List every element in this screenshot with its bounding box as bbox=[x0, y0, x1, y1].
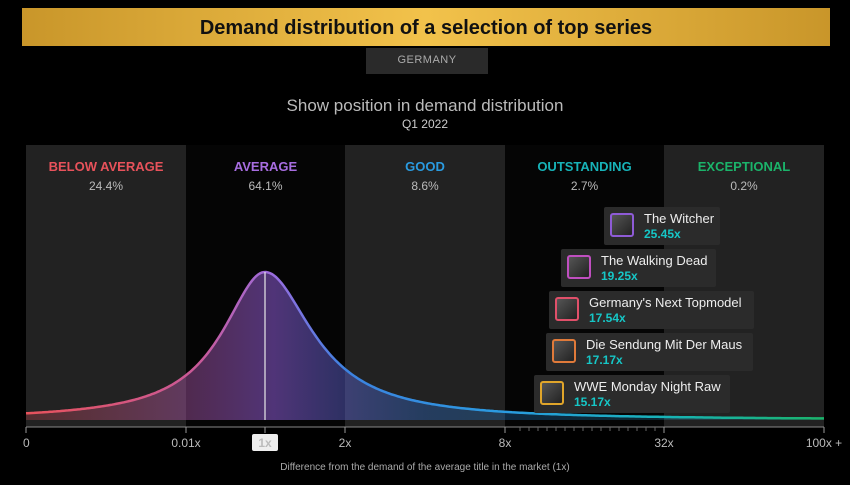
series-name: The Witcher bbox=[644, 211, 715, 226]
series-thumbnail bbox=[555, 297, 579, 321]
series-value: 25.45x bbox=[644, 227, 681, 241]
series-value: 17.54x bbox=[589, 311, 626, 325]
category-name: OUTSTANDING bbox=[537, 159, 631, 174]
x-tick-label: 0 bbox=[23, 436, 30, 450]
series-thumbnail bbox=[540, 381, 564, 405]
category-name: BELOW AVERAGE bbox=[49, 159, 164, 174]
x-tick-label: 100x + bbox=[806, 436, 842, 450]
country-selector[interactable]: GERMANY bbox=[366, 48, 488, 74]
series-name: WWE Monday Night Raw bbox=[574, 379, 721, 394]
category-percent: 2.7% bbox=[571, 179, 599, 193]
series-name: The Walking Dead bbox=[601, 253, 708, 268]
series-value: 19.25x bbox=[601, 269, 638, 283]
category-percent: 24.4% bbox=[89, 179, 123, 193]
page-title: Demand distribution of a selection of to… bbox=[199, 17, 653, 39]
chart-title: Show position in demand distribution bbox=[286, 96, 564, 115]
x-axis-label: Difference from the demand of the averag… bbox=[280, 462, 570, 473]
title-banner: Demand distribution of a selection of to… bbox=[22, 8, 830, 46]
series-card[interactable]: WWE Monday Night Raw 15.17x bbox=[534, 375, 730, 413]
band-2 bbox=[345, 145, 505, 427]
series-card[interactable]: The Walking Dead 19.25x bbox=[561, 249, 716, 287]
series-value: 15.17x bbox=[574, 395, 611, 409]
series-thumbnail bbox=[610, 213, 634, 237]
category-percent: 8.6% bbox=[411, 179, 439, 193]
distribution-curve bbox=[25, 270, 824, 420]
band-0 bbox=[26, 145, 186, 427]
x-tick-label: 32x bbox=[654, 436, 673, 450]
highlight-tick-box bbox=[252, 434, 278, 451]
series-value: 17.17x bbox=[586, 353, 623, 367]
distribution-area bbox=[26, 272, 824, 420]
category-percent: 0.2% bbox=[730, 179, 758, 193]
category-name: AVERAGE bbox=[234, 159, 298, 174]
x-tick-label: 1x bbox=[258, 436, 272, 450]
series-card[interactable]: The Witcher 25.45x bbox=[604, 207, 720, 245]
series-card[interactable]: Die Sendung Mit Der Maus 17.17x bbox=[546, 333, 753, 371]
x-tick-label: 2x bbox=[339, 436, 352, 450]
series-name: Germany's Next Topmodel bbox=[589, 295, 742, 310]
chart-subtitle: Q1 2022 bbox=[401, 117, 449, 131]
x-tick-label: 0.01x bbox=[171, 436, 200, 450]
series-thumbnail bbox=[567, 255, 591, 279]
category-percent: 64.1% bbox=[248, 179, 282, 193]
series-name: Die Sendung Mit Der Maus bbox=[586, 337, 743, 352]
category-name: GOOD bbox=[405, 159, 445, 174]
series-thumbnail bbox=[552, 339, 576, 363]
x-tick-label: 8x bbox=[499, 436, 512, 450]
series-card[interactable]: Germany's Next Topmodel 17.54x bbox=[549, 291, 754, 329]
category-name: EXCEPTIONAL bbox=[698, 159, 791, 174]
